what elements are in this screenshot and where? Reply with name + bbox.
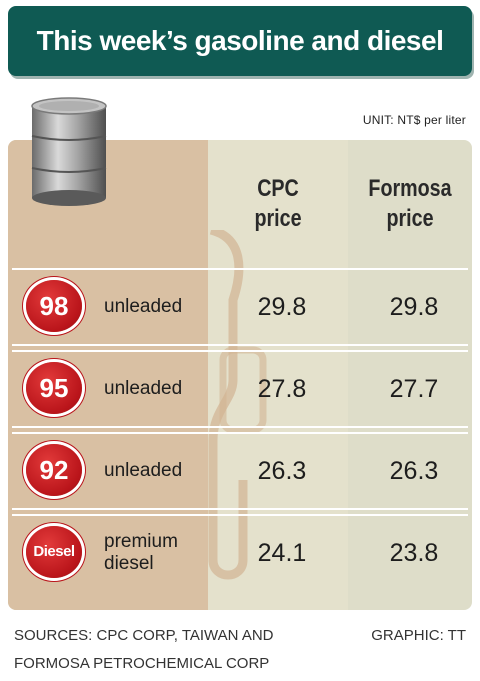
sources-note: SOURCES: CPC CORP, TAIWAN AND FORMOSA PE… [14, 622, 314, 678]
formosa-price: 26.3 [389, 457, 439, 485]
fuel-grade-text: unleaded [104, 460, 183, 481]
price-table-panel [8, 140, 472, 610]
formosa-price: 27.7 [389, 375, 439, 403]
formosa-price: 29.8 [389, 293, 439, 321]
cpc-price: 29.8 [257, 293, 307, 321]
column-header-cpc-line2: price [254, 205, 302, 232]
table-row: 98 unleaded 29.8 29.8 [12, 268, 468, 346]
octane-badge: 95 [26, 362, 82, 414]
column-header-formosa: Formosa price [353, 174, 468, 234]
table-row: 95 unleaded 27.8 27.7 [12, 350, 468, 428]
page-title: This week’s gasoline and diesel prices [36, 25, 444, 126]
fuel-grade-text: premium [104, 531, 178, 552]
fuel-grade-label: unleaded [104, 434, 182, 508]
fuel-grade-text: unleaded [104, 378, 183, 399]
cpc-price: 24.1 [257, 539, 307, 567]
fuel-grade-label: unleaded [104, 352, 182, 426]
cpc-price: 27.8 [257, 375, 307, 403]
title-banner: This week’s gasoline and diesel prices [8, 6, 472, 126]
octane-badge: 92 [26, 444, 82, 496]
diesel-badge: Diesel [26, 526, 82, 578]
graphic-credit: GRAPHIC: TT [371, 627, 466, 644]
sources-line: FORMOSA PETROCHEMICAL CORP [14, 655, 270, 672]
fuel-grade-label: unleaded [104, 270, 182, 344]
octane-badge: 98 [26, 280, 82, 332]
sources-line: SOURCES: CPC CORP, TAIWAN AND [14, 627, 274, 644]
column-header-cpc-line1: CPC [257, 175, 299, 202]
column-header-formosa-line2: price [386, 205, 434, 232]
cpc-price: 26.3 [257, 457, 307, 485]
column-header-formosa-line1: Formosa [368, 175, 452, 202]
fuel-grade-text: diesel [104, 553, 154, 574]
unit-label: UNIT: NT$ per liter [362, 113, 466, 127]
table-row: 92 unleaded 26.3 26.3 [12, 432, 468, 510]
formosa-price: 23.8 [389, 539, 439, 567]
table-row: Diesel premium diesel 24.1 23.8 [12, 514, 468, 590]
column-header-cpc: CPC price [221, 174, 336, 234]
fuel-grade-text: unleaded [104, 296, 183, 317]
oil-barrel-icon [31, 97, 107, 206]
fuel-grade-label: premium diesel [104, 516, 178, 590]
